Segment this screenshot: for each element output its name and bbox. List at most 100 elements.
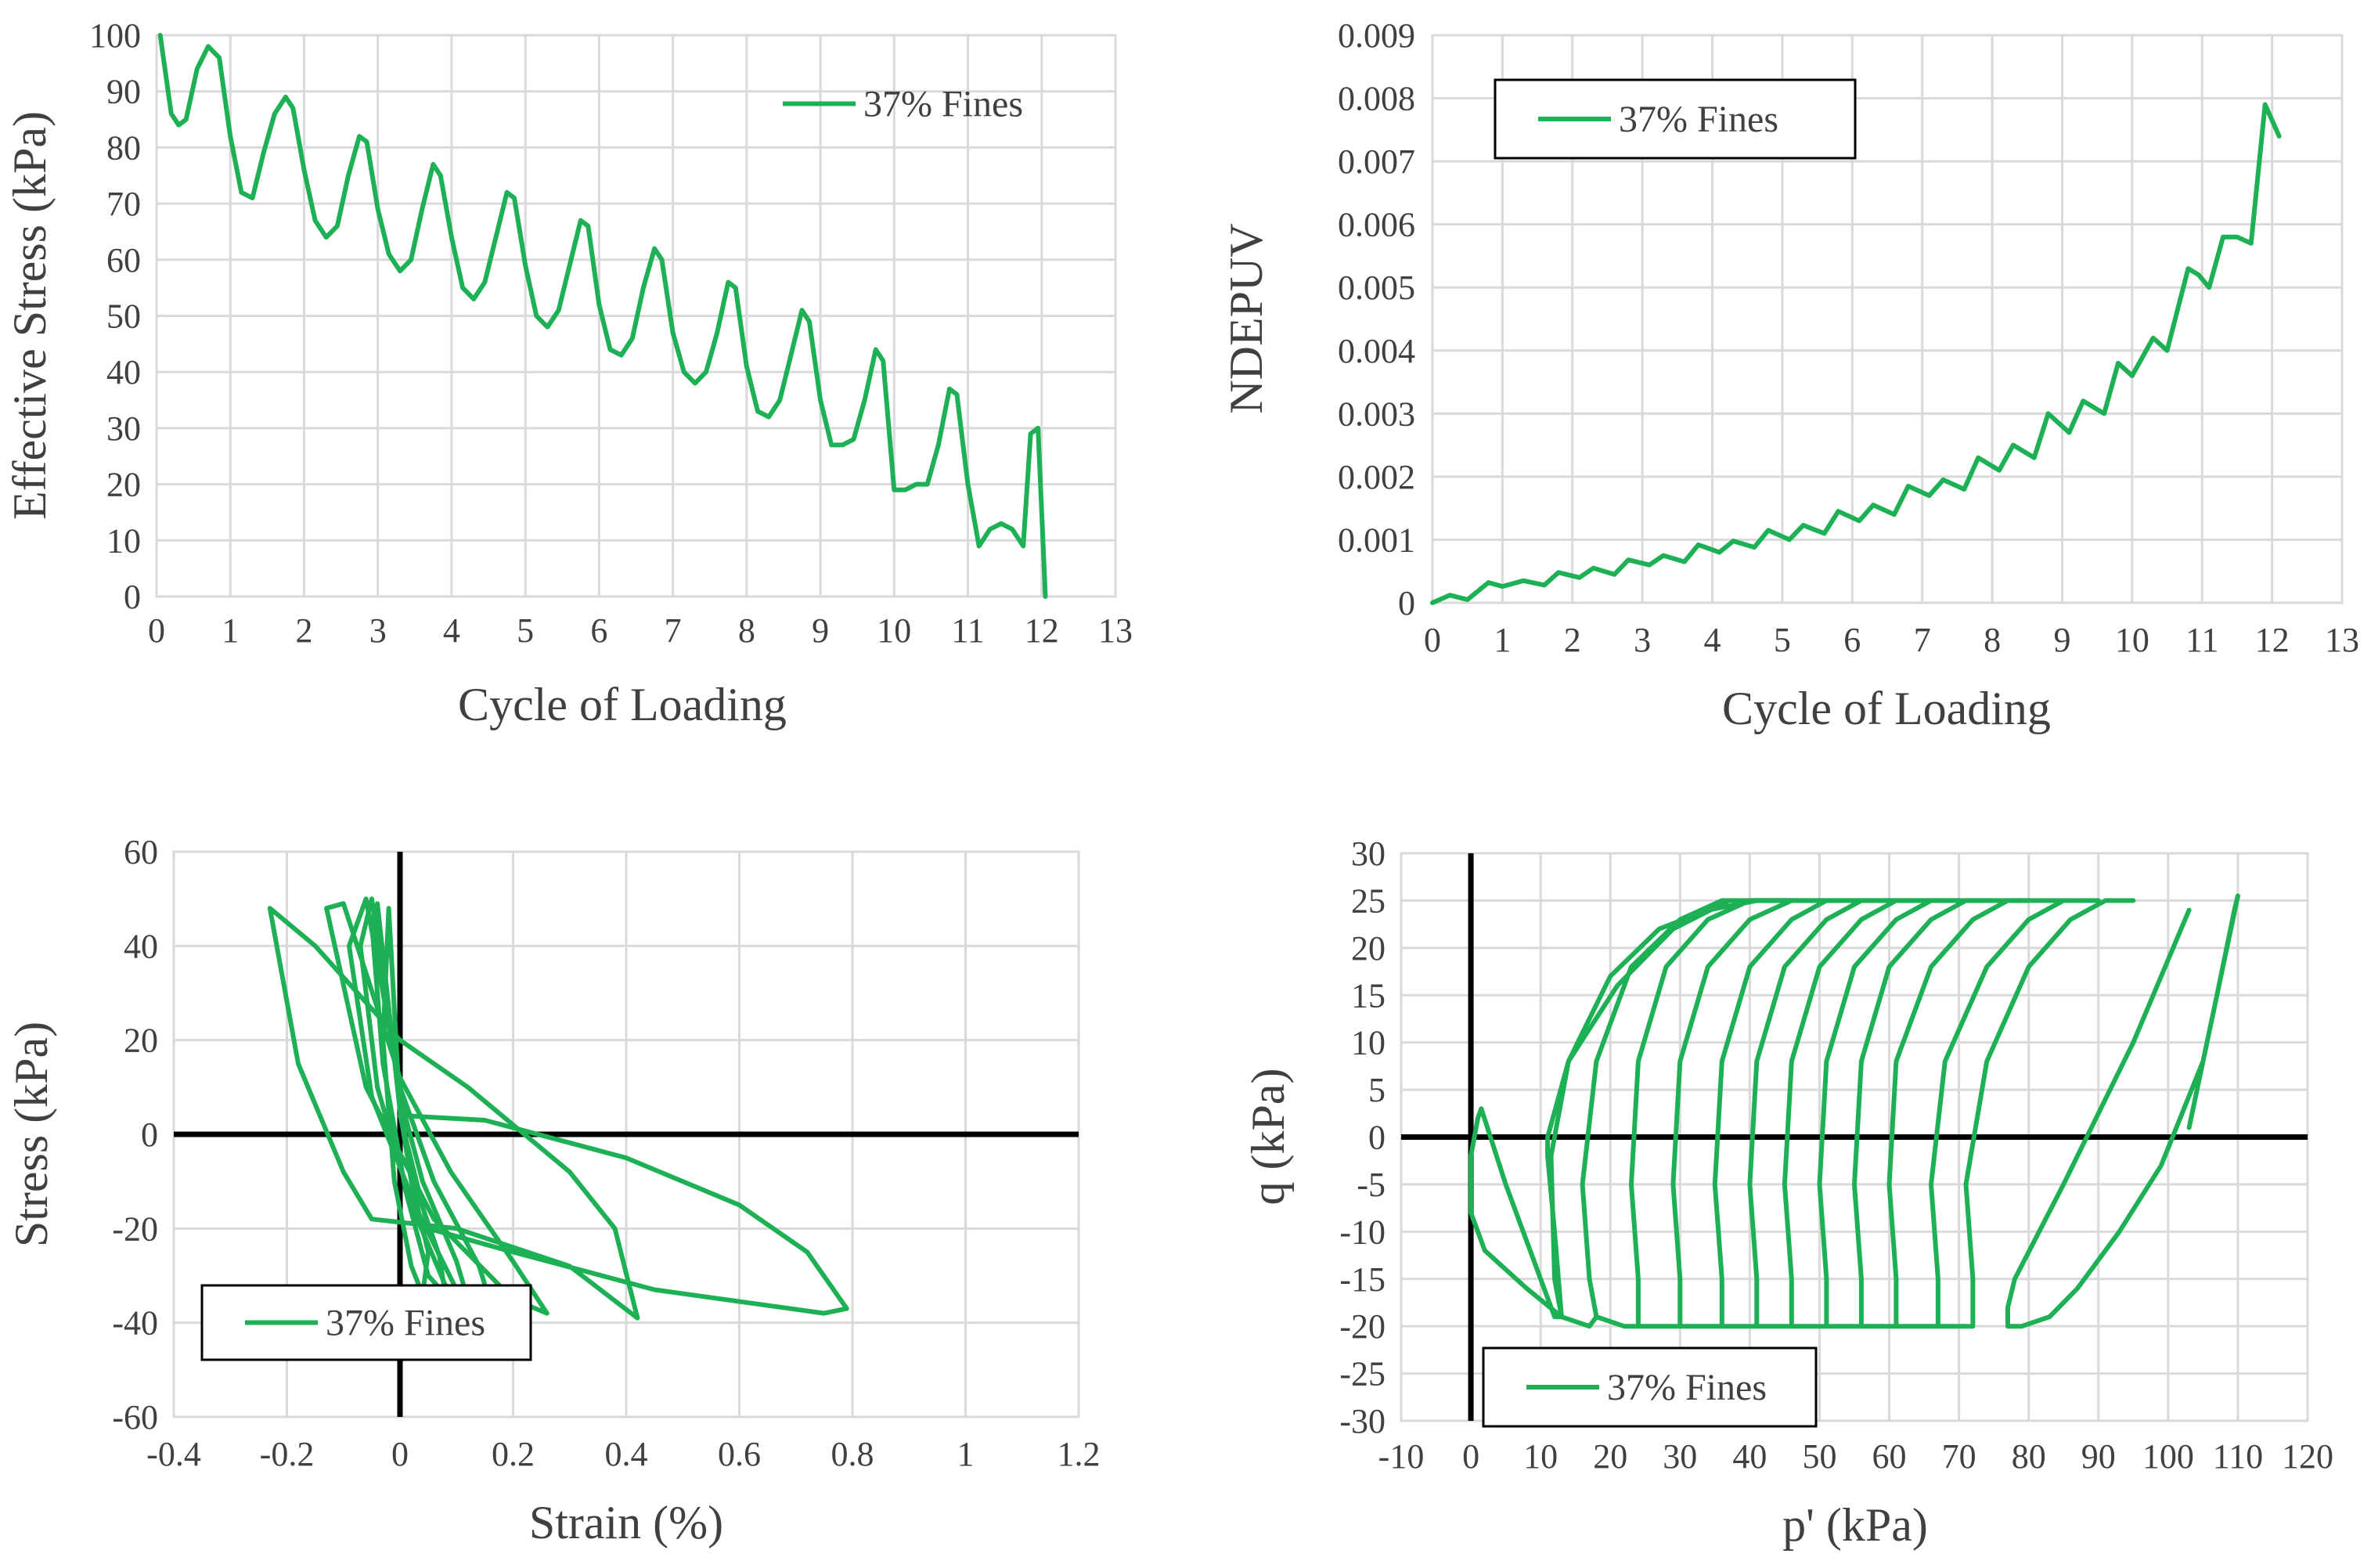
series-line-2	[1468, 898, 1731, 1320]
x-tick-label: 1.2	[1058, 1435, 1101, 1473]
series-line-5	[1594, 898, 1829, 1329]
x-tick-label: 10	[1523, 1437, 1558, 1476]
x-tick-label: 3	[1634, 621, 1651, 659]
y-tick-label: -5	[1357, 1166, 1385, 1204]
x-tick-label: 2	[1564, 621, 1581, 659]
series-line-1	[157, 33, 1048, 599]
y-tick-label: 50	[106, 297, 141, 336]
x-axis-title: Cycle of Loading	[1722, 683, 2051, 734]
y-tick-label: -25	[1339, 1355, 1385, 1393]
x-tick-label: 0	[391, 1435, 409, 1473]
y-tick-label: -30	[1339, 1402, 1385, 1440]
x-tick-label: 0.8	[831, 1435, 874, 1473]
x-tick-label: -10	[1378, 1437, 1425, 1476]
y-tick-label: 80	[106, 128, 141, 167]
series-line-14	[1935, 898, 2136, 1329]
x-tick-label: 7	[1914, 621, 1931, 659]
x-axis-title: Cycle of Loading	[458, 679, 787, 730]
x-tick-label: 5	[1774, 621, 1791, 659]
x-tick-label: 0	[148, 611, 165, 650]
series-line-6	[267, 906, 640, 1321]
x-tick-label: 11	[2185, 621, 2218, 659]
y-tick-label: 70	[106, 185, 141, 223]
y-tick-label: 25	[1351, 881, 1385, 920]
x-tick-label: 10	[877, 611, 911, 650]
x-tick-label: 13	[2325, 621, 2359, 659]
y-tick-label: 60	[124, 833, 158, 871]
x-tick-label: 60	[1872, 1437, 1907, 1476]
series-line-5	[324, 901, 550, 1316]
y-axis-title: Effective Stress (kPa)	[4, 111, 56, 520]
stress-strain-chart: -0.4 -0.2 0 0.2 0.4 0.6 0.8 1 1.2 -60 -40 -20 0 20 40 6…	[5, 833, 1101, 1548]
x-tick-label: 1	[957, 1435, 975, 1473]
series-line-3	[1468, 898, 1794, 1320]
legend-label: 37% Fines	[1619, 99, 1778, 140]
series-line-1	[2005, 893, 2240, 1329]
y-tick-label: 0.009	[1338, 16, 1415, 55]
legend-label: 37% Fines	[326, 1303, 485, 1344]
x-tick-label: 0	[1462, 1437, 1479, 1476]
series-line-6	[1635, 898, 1864, 1329]
x-tick-label: 0.6	[718, 1435, 761, 1473]
y-tick-label: -40	[112, 1304, 158, 1343]
ndepuv-chart: 0 1 2 3 4 5 6 7 8 9 10 11 12 1300.0010.0020.0030.0040…	[1220, 16, 2359, 734]
x-tick-label: 0	[1424, 621, 1441, 659]
y-tick-label: 0.005	[1338, 269, 1415, 307]
y-tick-label: 60	[106, 241, 141, 279]
series-line-7	[398, 1112, 849, 1316]
y-tick-label: 100	[89, 16, 141, 55]
x-tick-label: 0.4	[605, 1435, 648, 1473]
x-tick-label: 4	[1704, 621, 1721, 659]
y-tick-label: 40	[106, 353, 141, 391]
y-tick-label: 0.007	[1338, 142, 1415, 181]
y-tick-label: -10	[1339, 1213, 1385, 1251]
series-line-1	[1430, 102, 2282, 605]
x-tick-label: 70	[1942, 1437, 1976, 1476]
y-tick-label: 20	[124, 1022, 158, 1060]
x-axis-title: Strain (%)	[529, 1497, 723, 1548]
x-tick-label: 3	[369, 611, 387, 650]
y-tick-label: 5	[1368, 1071, 1385, 1109]
series-line-4	[347, 896, 493, 1307]
y-tick-label: 30	[1351, 834, 1385, 873]
x-tick-label: 10	[2115, 621, 2149, 659]
y-tick-label: 20	[106, 466, 141, 504]
y-tick-label: 0	[124, 578, 141, 616]
x-tick-label: 8	[738, 611, 755, 650]
y-tick-label: -20	[112, 1209, 158, 1248]
x-tick-label: 30	[1663, 1437, 1697, 1476]
y-tick-label: 0.002	[1338, 458, 1415, 496]
x-tick-label: 6	[1843, 621, 1861, 659]
series-line-13	[1894, 898, 2101, 1329]
y-tick-label: 15	[1351, 976, 1385, 1015]
y-tick-label: 0	[141, 1116, 158, 1154]
y-axis-title: NDEPUV	[1220, 223, 1272, 413]
x-tick-label: 90	[2081, 1437, 2116, 1476]
x-tick-label: 1	[1494, 621, 1511, 659]
y-axis-title: q (kPa)	[1242, 1069, 1294, 1206]
y-tick-label: 0.004	[1338, 332, 1415, 370]
x-tick-label: 9	[2053, 621, 2070, 659]
series-line-4	[1558, 898, 1794, 1329]
y-tick-label: 0	[1398, 584, 1415, 622]
x-tick-label: 40	[1732, 1437, 1767, 1476]
x-tick-label: 8	[1984, 621, 2001, 659]
y-tick-label: 0.003	[1338, 395, 1415, 433]
y-tick-label: -20	[1339, 1307, 1385, 1346]
legend-label: 37% Fines	[1607, 1367, 1767, 1408]
y-tick-label: -60	[112, 1398, 158, 1436]
legend-label: 37% Fines	[863, 84, 1023, 125]
x-tick-label: 13	[1098, 611, 1133, 650]
x-tick-label: 12	[2255, 621, 2290, 659]
x-tick-label: 6	[590, 611, 607, 650]
x-tick-label: 4	[443, 611, 460, 650]
x-tick-label: 120	[2282, 1437, 2333, 1476]
x-tick-label: 20	[1593, 1437, 1627, 1476]
x-tick-label: 2	[295, 611, 312, 650]
series-line-7	[1677, 898, 1899, 1329]
x-tick-label: 0.2	[492, 1435, 535, 1473]
x-tick-label: -0.4	[146, 1435, 201, 1473]
x-tick-label: -0.2	[260, 1435, 315, 1473]
x-tick-label: 80	[2012, 1437, 2046, 1476]
